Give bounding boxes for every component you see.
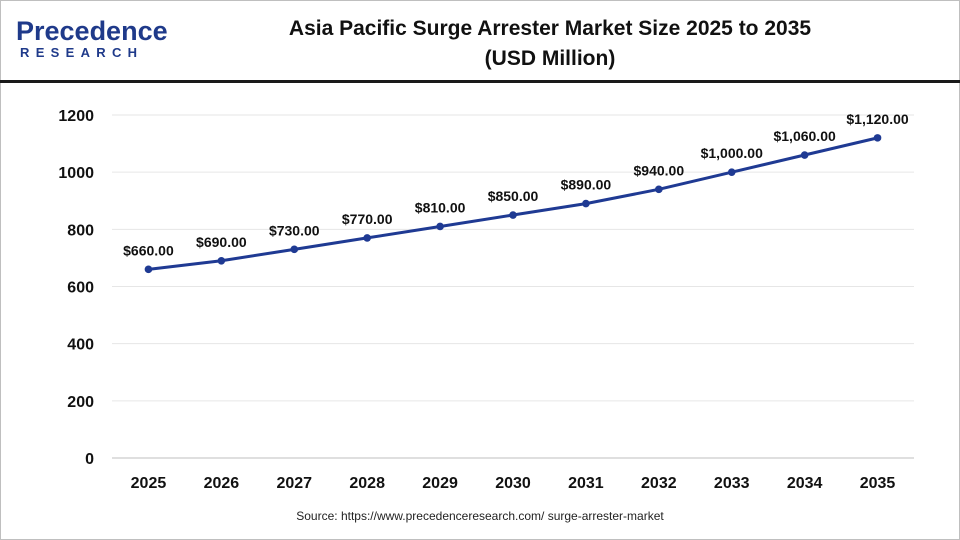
x-tick-label: 2026: [204, 475, 240, 492]
logo-subtitle: RESEARCH: [20, 45, 144, 60]
x-tick-label: 2033: [714, 475, 750, 492]
y-tick-label: 0: [85, 451, 94, 468]
data-label: $940.00: [634, 162, 685, 178]
data-label: $850.00: [488, 188, 539, 204]
data-point: [363, 234, 371, 242]
data-label: $690.00: [196, 234, 247, 250]
data-label: $770.00: [342, 211, 393, 227]
data-label: $1,000.00: [701, 145, 763, 161]
data-point: [655, 185, 663, 194]
chart-title-line1: Asia Pacific Surge Arrester Market Size …: [288, 17, 812, 40]
y-tick-label: 800: [67, 222, 94, 239]
chart-title-line2: (USD Million): [484, 47, 616, 70]
data-label: $1,120.00: [846, 111, 908, 127]
data-point: [800, 151, 809, 159]
data-point: [582, 199, 590, 208]
data-point: [144, 265, 153, 274]
logo-wordmark: Precedence: [16, 16, 168, 46]
data-point: [217, 256, 226, 265]
x-tick-label: 2028: [349, 475, 385, 492]
source-note: Source: https://www.precedenceresearch.c…: [296, 509, 664, 523]
x-tick-label: 2029: [422, 475, 458, 492]
x-tick-label: 2027: [276, 475, 312, 492]
y-tick-label: 600: [67, 280, 94, 297]
data-point: [727, 168, 736, 176]
data-label: $730.00: [269, 222, 320, 238]
y-tick-label: 200: [67, 394, 94, 411]
data-label: $660.00: [123, 242, 174, 258]
x-tick-label: 2031: [568, 475, 604, 492]
x-tick-label: 2025: [131, 475, 167, 492]
x-tick-label: 2032: [641, 475, 677, 492]
header-divider: [0, 80, 960, 83]
data-point: [436, 222, 444, 231]
header: Precedence RESEARCH Asia Pacific Surge A…: [0, 0, 960, 78]
data-point: [509, 211, 517, 219]
data-label: $810.00: [415, 199, 466, 215]
y-tick-label: 1200: [58, 108, 94, 125]
x-tick-label: 2030: [495, 475, 531, 492]
data-point: [873, 134, 882, 142]
y-tick-label: 1000: [58, 165, 94, 182]
data-point: [290, 245, 299, 254]
x-tick-label: 2034: [787, 475, 823, 492]
chart-title: Asia Pacific Surge Arrester Market Size …: [230, 14, 870, 74]
precedence-research-logo: Precedence RESEARCH: [16, 16, 168, 64]
data-label: $1,060.00: [773, 128, 835, 144]
y-tick-label: 400: [67, 337, 94, 354]
data-label: $890.00: [561, 177, 612, 193]
x-tick-label: 2035: [860, 475, 896, 492]
